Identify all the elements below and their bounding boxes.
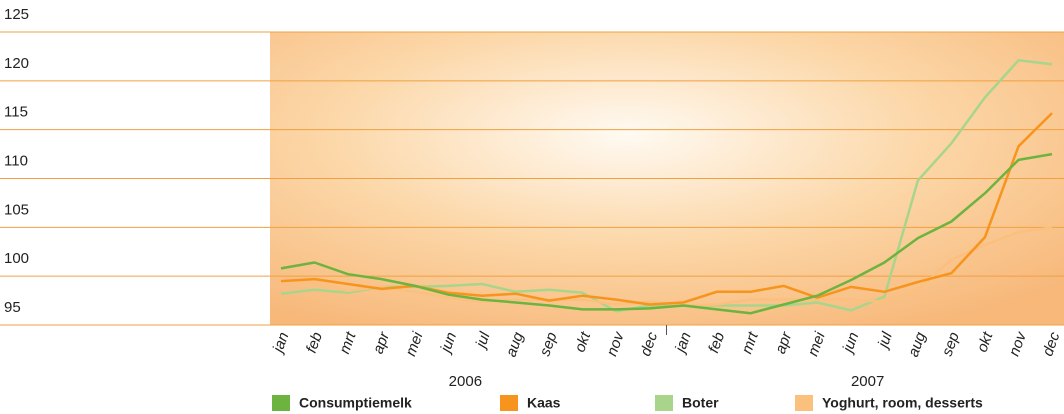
x-tick-label: apr [772, 329, 796, 356]
x-tick-label: jan [671, 330, 695, 357]
legend-label: Boter [682, 395, 719, 411]
x-tick-label: nov [603, 329, 628, 359]
y-tick-label: 105 [4, 201, 29, 218]
x-tick-label: aug [503, 329, 528, 359]
legend-swatch [655, 395, 673, 411]
x-tick-label: jul [874, 329, 896, 351]
x-tick-label: mrt [738, 329, 762, 356]
x-tick-label: apr [370, 329, 394, 356]
legend-label: Yoghurt, room, desserts [822, 395, 983, 411]
x-tick-label: dec [1039, 329, 1063, 358]
legend-label: Kaas [527, 395, 561, 411]
x-tick-label: mei [402, 329, 426, 358]
x-tick-label: dec [637, 329, 661, 358]
legend-label: Consumptiemelk [299, 395, 412, 411]
y-tick-label: 95 [4, 299, 21, 316]
line-series [280, 152, 1053, 315]
y-tick-label: 100 [4, 250, 29, 267]
y-tick-label: 125 [4, 6, 29, 23]
x-tick-label: sep [939, 330, 963, 359]
x-tick-label: feb [705, 330, 728, 355]
x-tick-label: feb [303, 330, 326, 355]
x-tick-label: mrt [336, 329, 360, 356]
legend-swatch [500, 395, 518, 411]
year-label: 2007 [851, 373, 884, 390]
x-tick-label: sep [536, 330, 560, 359]
y-tick-label: 120 [4, 55, 29, 72]
x-tick-label: okt [571, 329, 594, 354]
year-label: 2006 [449, 373, 482, 390]
legend-swatch [272, 395, 290, 411]
x-tick-label: aug [905, 329, 930, 359]
x-tick-label: jun [839, 330, 863, 357]
x-tick-label: jan [269, 330, 293, 357]
x-tick-label: nov [1006, 329, 1031, 359]
x-tick-label: mei [805, 329, 829, 358]
x-tick-label: jun [437, 330, 461, 357]
line-series [280, 112, 1053, 306]
legend-swatch [795, 395, 813, 411]
y-tick-label: 115 [4, 104, 28, 121]
x-tick-label: jul [472, 329, 494, 351]
x-tick-label: okt [974, 329, 997, 354]
y-tick-label: 110 [4, 152, 28, 169]
